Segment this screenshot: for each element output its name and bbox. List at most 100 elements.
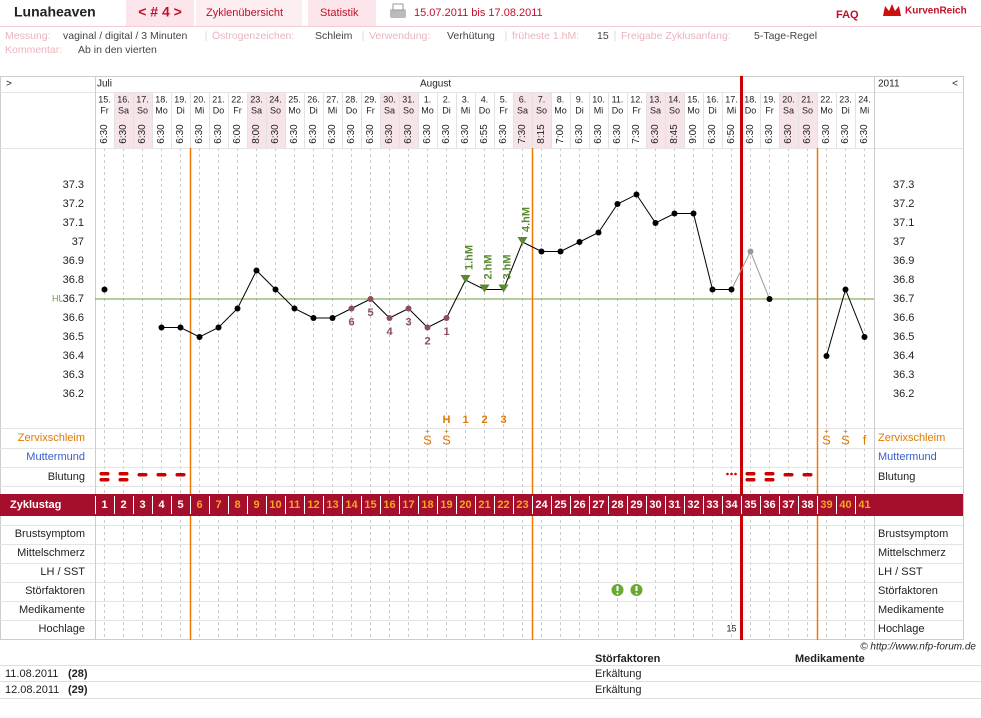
weekend-shade [114,92,133,148]
weekday-label: Do [479,105,491,115]
bleeding-mark [156,473,167,477]
time-label: 6:30 [840,124,851,144]
tab[interactable]: Statistik [320,7,359,19]
cycle-day: 27 [592,499,604,511]
row-label-right: Blutung [878,471,915,483]
day-label: 16. [117,94,130,104]
cycle-day: 28 [611,499,623,511]
bleeding-mark [783,473,794,477]
weekday-label: Fr [632,105,641,115]
temperature-point [196,334,203,340]
bleeding-mark [137,473,148,477]
table-disturbance: Erkältung [595,684,641,696]
temperature-point [728,286,735,293]
y-tick-label: 36.5 [63,331,84,343]
row-label: Störfaktoren [25,585,85,597]
year: 2011 [878,79,900,90]
excluded-segment [731,251,751,290]
weekday-label: So [536,105,547,115]
cycle-nav-bg [126,0,194,26]
temperature-point [215,324,222,331]
printer-icon[interactable] [390,3,406,18]
row-label-right: Muttermund [878,451,937,463]
weekday-label: Di [176,105,185,115]
month-label: Juli [97,79,112,90]
temperature-point [595,229,602,236]
y-tick-label-right: 36.4 [893,350,914,362]
day-label: 31. [402,94,415,104]
cycle-day: 4 [158,499,165,511]
time-label: 7:30 [631,124,642,144]
row-label-right: LH / SST [878,566,923,578]
weekday-label: Sa [783,105,794,115]
cycle-day: 33 [706,499,718,511]
y-tick-label-right: 37 [893,236,905,248]
weekday-label: So [802,105,813,115]
weekday-label: So [669,105,680,115]
row-label-right: Zervixschleim [878,432,945,444]
bleeding-mark [745,478,756,482]
y-tick-label-right: 36.8 [893,274,914,286]
temperature-point [177,324,184,331]
time-label: 6:55 [479,124,490,144]
day-label: 28. [345,94,358,104]
cycle-nav[interactable]: < # 4 > [138,4,182,20]
day-label: 1. [424,94,432,104]
bleeding-mark [730,472,733,476]
row-label: Muttermund [26,451,85,463]
day-label: 13. [649,94,662,104]
sign-label: 1 [462,414,468,426]
temperature-point [253,267,260,274]
cycle-day: 2 [120,499,126,511]
temperature-point [614,201,621,207]
y-tick-label-right: 36.5 [893,331,914,343]
printer-paper [392,3,404,11]
y-tick-label: 36.8 [63,274,84,286]
temperature-point [291,305,298,312]
time-label: 7:30 [517,124,528,144]
time-label: 6:00 [232,124,243,144]
tab[interactable]: Zyklenübersicht [206,7,283,19]
table-date: 12.08.2011 [5,684,59,696]
faq-link[interactable]: FAQ [836,9,859,21]
info-value: vaginal / digital / 3 Minuten [63,30,187,42]
cycle-day: 23 [516,499,528,511]
weekend-shade [646,92,665,148]
row-label-right: Störfaktoren [878,585,938,597]
temperature-point [861,334,868,340]
time-label: 8:00 [251,124,262,144]
row-label: Blutung [48,471,85,483]
brand[interactable]: KurvenReich [905,6,967,17]
mucus-sign: S [822,432,831,447]
y-tick-label: 36.6 [63,312,84,324]
info-label: Messung: [5,30,51,42]
cycle-day: 34 [725,499,738,511]
weekday-label: Fr [233,105,242,115]
temperature-point [709,286,716,293]
time-label: 6:30 [441,124,452,144]
time-label: 6:30 [821,124,832,144]
point-label: 4 [386,326,393,338]
day-label: 15. [687,94,700,104]
y-tick-label-right: 37.2 [893,198,914,210]
time-label: 6:30 [213,124,224,144]
time-label: 6:30 [460,124,471,144]
table-header: Störfaktoren [595,653,661,665]
mucus-sign: S [841,432,850,447]
time-label: 6:30 [384,124,395,144]
temperature-point [538,248,545,255]
info-value: Ab in den vierten [78,44,157,56]
time-label: 8:15 [536,124,547,144]
temperature-point [101,286,108,293]
day-label: 24. [858,94,871,104]
bleeding-mark [734,472,737,476]
y-tick-label-right: 36.3 [893,369,914,381]
time-label: 6:30 [707,124,718,144]
weekday-label: Do [612,105,624,115]
time-label: 6:30 [156,124,167,144]
cycle-day: 9 [253,499,259,511]
weekend-shade [380,92,399,148]
